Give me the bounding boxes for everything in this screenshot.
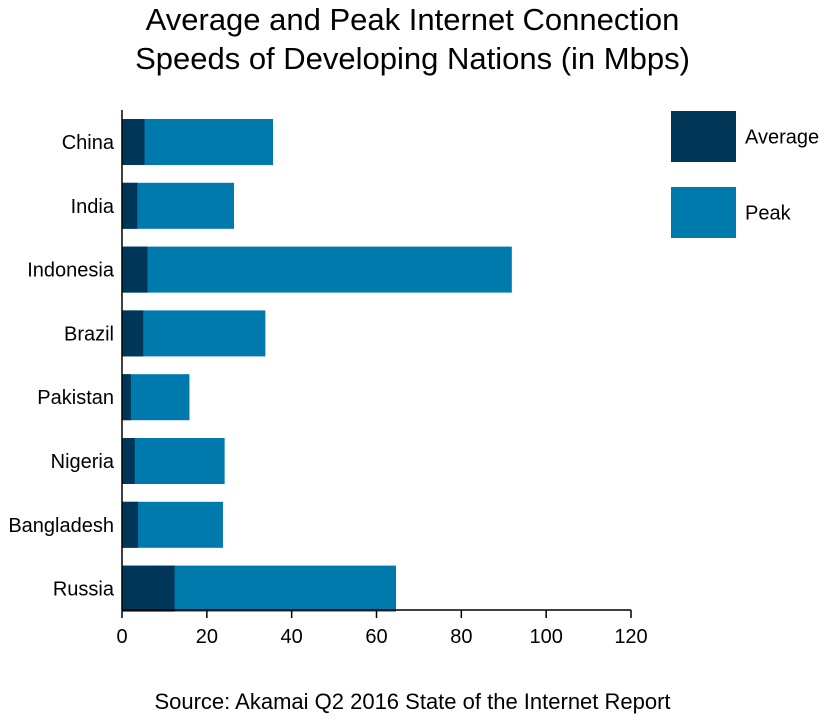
bar-average-indonesia: [122, 246, 148, 293]
bar-peak-brazil: [122, 310, 266, 357]
bar-peak-bangladesh: [122, 501, 223, 548]
chart-title-line-2: Speeds of Developing Nations (in Mbps): [135, 41, 690, 76]
legend-label-average: Average: [745, 127, 819, 149]
legend: Average Peak: [671, 111, 819, 238]
labels-layer: China India Indonesia Brazil Pakistan Nigeria…: [8, 132, 647, 648]
category-label-russia: Russia: [53, 579, 115, 601]
bar-average-india: [122, 182, 138, 229]
bar-peak-pakistan: [122, 374, 190, 421]
bar-peak-india: [122, 182, 234, 229]
bar-average-russia: [122, 565, 175, 612]
bar-average-nigeria: [122, 438, 135, 484]
x-tick-label-80: 80: [450, 626, 472, 648]
bars-layer: [122, 119, 512, 612]
category-label-india: India: [71, 196, 115, 218]
x-tick-label-120: 120: [614, 626, 647, 648]
bar-average-bangladesh: [122, 501, 139, 548]
bar-peak-nigeria: [122, 438, 225, 484]
category-label-pakistan: Pakistan: [37, 387, 114, 409]
bar-average-pakistan: [122, 374, 131, 421]
category-label-brazil: Brazil: [64, 323, 114, 345]
x-tick-label-20: 20: [196, 626, 218, 648]
category-label-indonesia: Indonesia: [27, 260, 115, 282]
legend-swatch-average: [671, 111, 736, 162]
source-note: Source: Akamai Q2 2016 State of the Inte…: [154, 689, 671, 714]
bar-average-china: [122, 119, 145, 165]
x-tick-label-0: 0: [116, 626, 127, 648]
axes-layer: [121, 110, 632, 618]
category-label-china: China: [62, 132, 115, 154]
x-tick-label-100: 100: [529, 626, 562, 648]
bar-peak-indonesia: [122, 246, 512, 293]
chart-title-line-1: Average and Peak Internet Connection: [145, 2, 680, 37]
legend-label-peak: Peak: [745, 203, 792, 225]
bar-peak-china: [122, 119, 274, 165]
chart-title: Average and Peak Internet Connection Spe…: [0, 0, 825, 78]
x-tick-label-60: 60: [365, 626, 387, 648]
category-label-bangladesh: Bangladesh: [8, 515, 114, 537]
bar-average-brazil: [122, 310, 144, 357]
legend-swatch-peak: [671, 187, 736, 238]
category-label-nigeria: Nigeria: [51, 451, 115, 473]
x-tick-label-40: 40: [281, 626, 303, 648]
